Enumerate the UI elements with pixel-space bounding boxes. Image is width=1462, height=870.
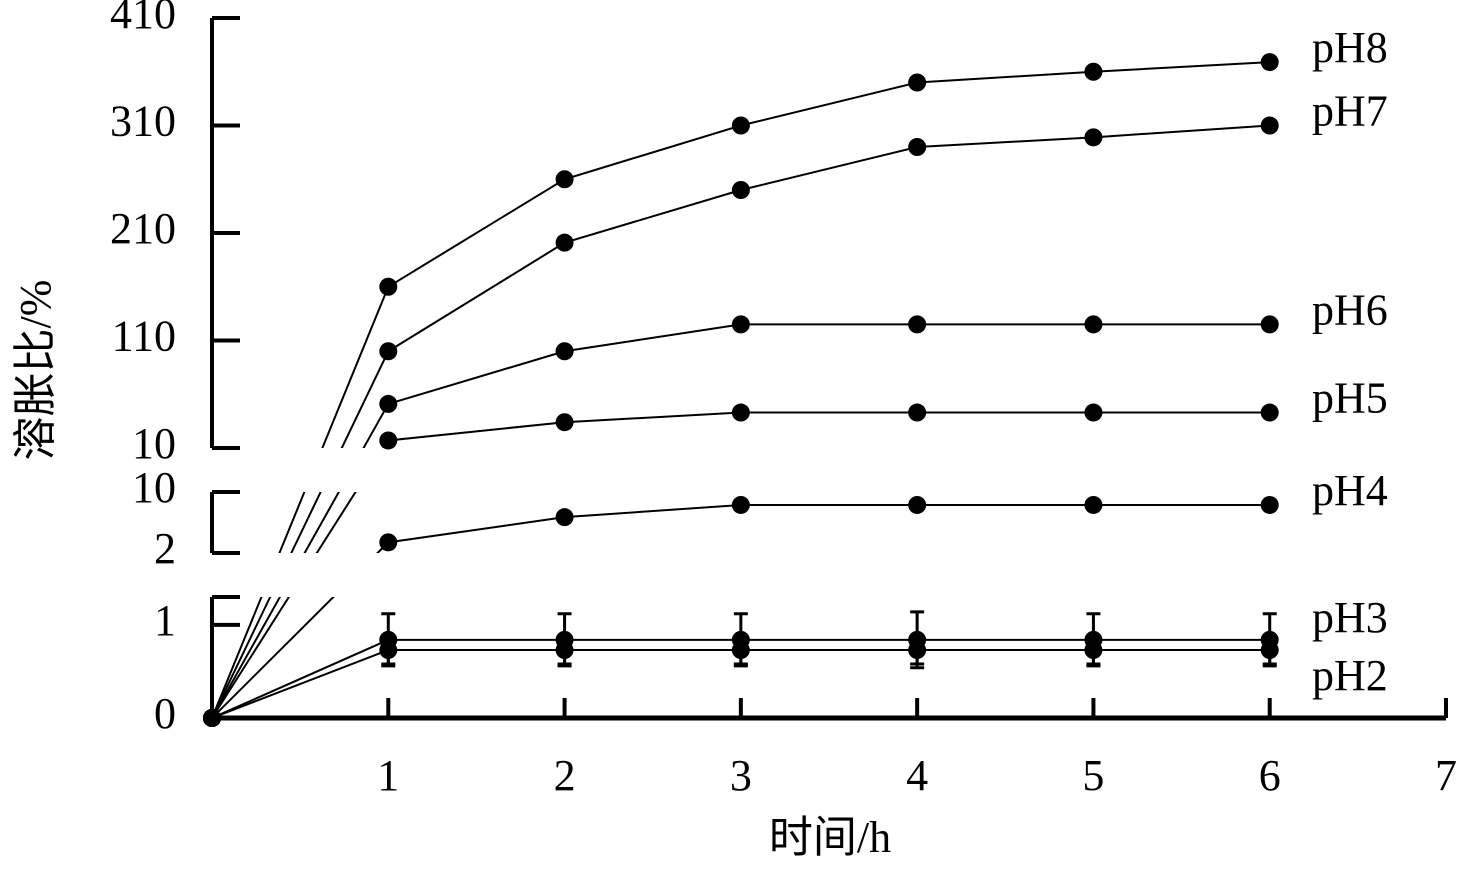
data-point [908,495,927,514]
x-tick-label: 4 [906,751,928,800]
y-tick-label: 1 [154,596,176,645]
series-label: pH6 [1312,285,1388,334]
y-tick-label: 310 [110,97,176,146]
y-tick-label: 2 [154,524,176,573]
x-tick-label: 3 [730,751,752,800]
data-point [1260,495,1279,514]
data-point [1084,403,1103,422]
series-line [212,503,1270,718]
data-point [379,533,398,552]
data-point [555,233,574,252]
x-tick-label: 6 [1259,751,1281,800]
x-tick-label: 2 [554,751,576,800]
y-axis-label: 溶胀比/% [11,280,60,461]
data-point [1084,315,1103,334]
x-axis-label: 时间/h [769,813,891,862]
y-tick-label: 0 [154,689,176,738]
data-point [908,630,927,649]
series-line [212,411,1270,718]
series-label: pH4 [1312,466,1388,515]
series-label: pH8 [1312,23,1388,72]
y-tick-label: 10 [132,463,176,512]
data-point [908,73,927,92]
data-point [1260,116,1279,135]
data-point [731,181,750,199]
data-point [555,170,574,189]
data-point [731,315,750,334]
y-tick-label: 10 [132,419,176,468]
series-label: pH3 [1312,593,1388,642]
x-tick-label: 7 [1435,751,1457,800]
data-point [555,342,574,361]
data-point [379,431,398,450]
data-point [1260,630,1279,649]
y-tick-label: 110 [112,312,176,361]
y-tick-label: 210 [110,204,176,253]
data-point [1084,62,1103,81]
y-tick-label: 410 [110,0,176,38]
data-point [1260,53,1279,72]
data-point [731,630,750,649]
x-tick-label: 5 [1082,751,1104,800]
data-point [1084,630,1103,649]
data-point [731,495,750,514]
data-point [908,403,927,422]
series-label: pH5 [1312,374,1388,423]
data-point [555,508,574,527]
data-point [1260,315,1279,334]
data-point [379,394,398,413]
data-point [731,403,750,422]
series-label: pH7 [1312,87,1388,136]
data-point [1084,128,1103,147]
data-point [555,413,574,432]
data-point [731,116,750,135]
data-point [555,630,574,649]
data-point [379,630,398,649]
x-tick-label: 1 [377,751,399,800]
data-point [1084,495,1103,514]
data-point [379,277,398,296]
series-label: pH2 [1312,651,1388,700]
data-point [203,709,221,727]
data-point [379,342,398,361]
data-point [908,315,927,334]
data-point [1260,403,1279,422]
data-point [908,138,927,156]
